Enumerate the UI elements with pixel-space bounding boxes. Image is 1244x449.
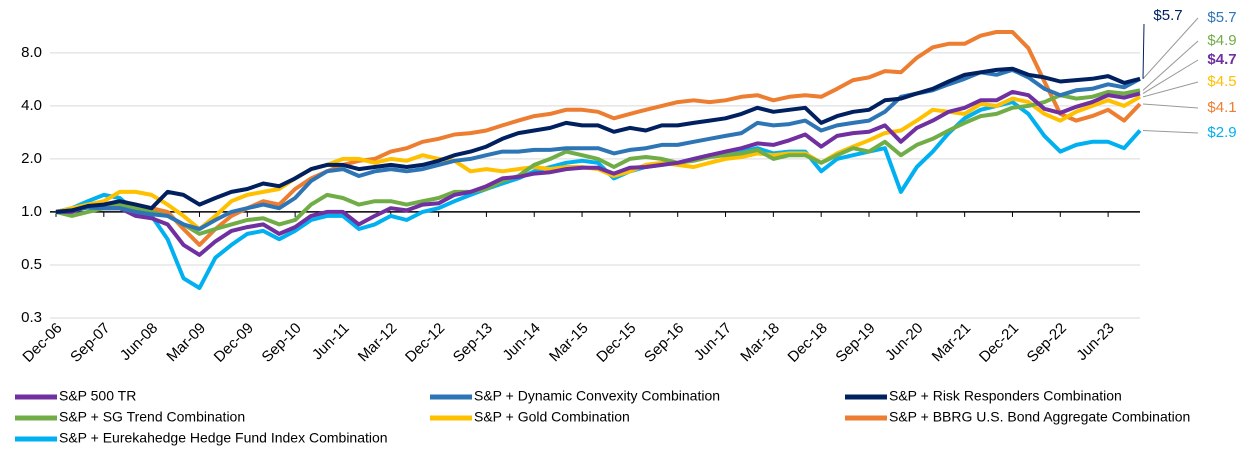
- y-tick-label: 0.5: [21, 256, 42, 273]
- y-tick-label: 1.0: [21, 203, 42, 220]
- x-tick-label: Dec-18: [785, 320, 831, 366]
- x-tick-label: Sep-13: [450, 320, 496, 366]
- x-tick-label: Jun-23: [1073, 320, 1117, 364]
- x-tick-label: Dec-21: [976, 320, 1022, 366]
- x-tick-label: Sep-22: [1024, 320, 1070, 366]
- end-label: $5.7: [1207, 9, 1236, 26]
- x-tick-label: Dec-12: [402, 320, 448, 366]
- legend-item: S&P + SG Trend Combination: [15, 409, 245, 425]
- x-tick-label: Jun-08: [117, 320, 161, 364]
- x-tick-label: Jun-14: [499, 320, 543, 364]
- legend-label: S&P + Risk Responders Combination: [889, 388, 1122, 404]
- series-line: [55, 88, 1141, 236]
- series-line: [55, 66, 1141, 214]
- x-tick-label: Mar-09: [163, 320, 209, 366]
- legend-label: S&P + Gold Combination: [474, 409, 630, 425]
- x-tick-label: Sep-16: [641, 320, 687, 366]
- legend-label: S&P + BBRG U.S. Bond Aggregate Combinati…: [889, 409, 1190, 425]
- legend-label: S&P 500 TR: [59, 388, 136, 404]
- x-tick-label: Mar-12: [355, 320, 401, 366]
- x-tick-label: Mar-15: [546, 320, 592, 366]
- label-leader: [1142, 129, 1199, 134]
- x-tick-label: Sep-10: [259, 320, 305, 366]
- label-leader: [1142, 17, 1199, 80]
- x-tick-label: Jun-11: [309, 320, 353, 364]
- x-tick-label: Sep-07: [67, 320, 113, 366]
- x-tick-label: Dec-06: [19, 320, 65, 366]
- label-leader: [1142, 81, 1199, 98]
- legend-label: S&P + Eurekahedge Hedge Fund Index Combi…: [59, 430, 388, 446]
- legend-item: S&P + Gold Combination: [430, 409, 630, 425]
- end-label: $4.7: [1207, 51, 1236, 68]
- y-tick-label: 0.3: [21, 309, 42, 326]
- end-label: $2.9: [1207, 124, 1236, 141]
- end-label: $4.1: [1207, 99, 1236, 116]
- legend-label: S&P + Dynamic Convexity Combination: [474, 388, 720, 404]
- series-line: [55, 30, 1142, 247]
- x-tick-label: Jun-17: [691, 320, 735, 364]
- end-label: $4.5: [1207, 73, 1236, 90]
- end-label: $5.7: [1153, 7, 1182, 24]
- x-tick-label: Mar-21: [929, 320, 975, 366]
- x-tick-label: Mar-18: [737, 320, 783, 366]
- x-tick-label: Jun-20: [882, 320, 926, 364]
- x-tick-label: Dec-15: [593, 320, 639, 366]
- y-tick-label: 4.0: [21, 97, 42, 114]
- label-leader: [1142, 59, 1199, 94]
- legend-item: S&P 500 TR: [15, 388, 136, 404]
- series-line: [56, 89, 1141, 257]
- x-tick-label: Sep-19: [832, 320, 878, 366]
- legend-label: S&P + SG Trend Combination: [59, 409, 245, 425]
- y-tick-label: 2.0: [21, 150, 42, 167]
- legend-item: S&P + Dynamic Convexity Combination: [430, 388, 720, 404]
- legend-item: S&P + BBRG U.S. Bond Aggregate Combinati…: [845, 409, 1190, 425]
- series-line: [55, 67, 1141, 231]
- label-leader: [1142, 40, 1199, 91]
- y-tick-label: 8.0: [21, 44, 42, 61]
- end-label: $4.9: [1207, 32, 1236, 49]
- legend-item: S&P + Eurekahedge Hedge Fund Index Combi…: [15, 430, 388, 446]
- x-tick-label: Dec-09: [211, 320, 257, 366]
- label-leader: [1142, 103, 1199, 109]
- legend-item: S&P + Risk Responders Combination: [845, 388, 1122, 404]
- label-leader: [1142, 23, 1145, 79]
